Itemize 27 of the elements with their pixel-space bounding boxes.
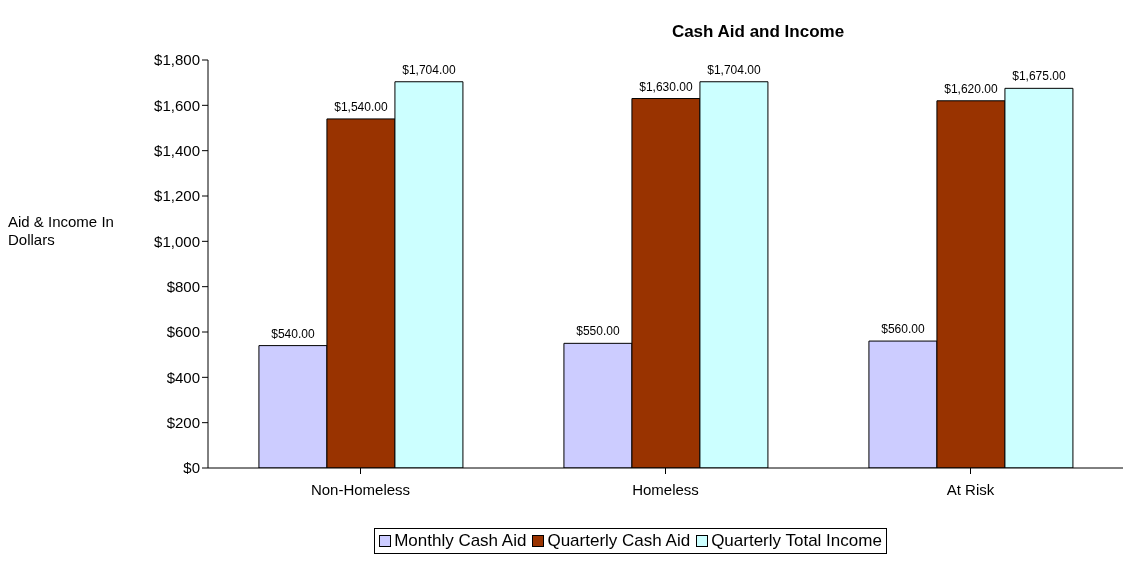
y-tick-label: $1,000: [154, 232, 200, 250]
y-tick-label: $800: [166, 277, 200, 295]
data-label: $1,630.00: [639, 79, 693, 94]
y-axis-title: Aid & Income In Dollars: [8, 213, 115, 249]
data-label: $560.00: [881, 322, 925, 337]
x-tick-label: Non-Homeless: [310, 480, 411, 498]
data-label: $540.00: [271, 326, 315, 341]
data-label: $1,540.00: [334, 99, 388, 114]
y-tick-label: $1,800: [154, 51, 200, 69]
y-tick-label: $1,600: [154, 96, 200, 114]
y-tick-label: $200: [166, 413, 200, 431]
data-label: $1,675.00: [1012, 69, 1066, 84]
y-tick-label: $1,200: [154, 187, 200, 205]
legend-label: Monthly Cash Aid: [394, 531, 527, 551]
y-tick-label: $0: [183, 459, 200, 477]
y-tick-label: $1,400: [154, 141, 200, 159]
data-label: $550.00: [576, 324, 620, 339]
chart-title: Cash Aid and Income: [670, 22, 846, 42]
legend-label: Quarterly Cash Aid: [547, 531, 691, 551]
data-label: $1,704.00: [402, 62, 456, 77]
y-tick-label: $600: [166, 323, 200, 341]
x-tick-label: At Risk: [946, 480, 995, 498]
x-tick-label: Homeless: [632, 480, 699, 498]
y-tick-label: $400: [166, 368, 200, 386]
legend-label: Quarterly Total Income: [711, 531, 882, 551]
data-label: $1,620.00: [944, 81, 998, 96]
data-label: $1,704.00: [707, 62, 761, 77]
